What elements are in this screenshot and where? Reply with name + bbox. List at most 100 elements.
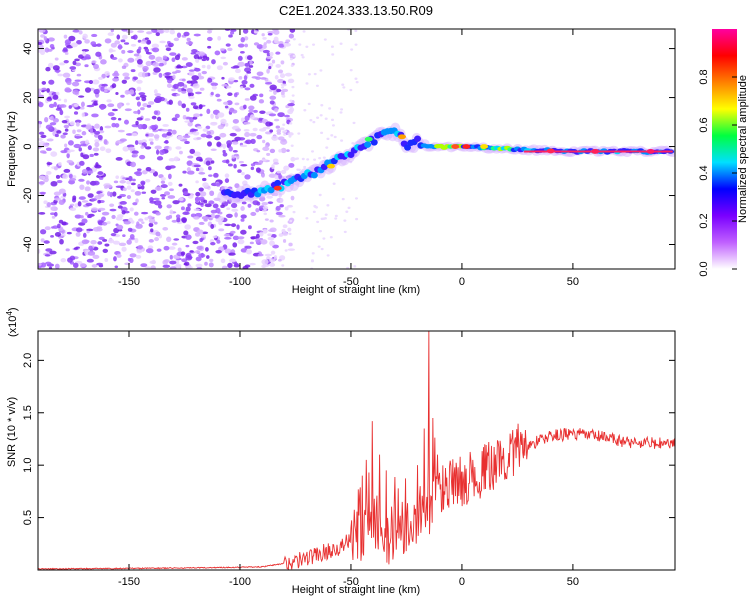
noise-speck	[188, 170, 195, 175]
noise-speck	[267, 236, 275, 241]
noise-speck	[195, 91, 202, 95]
noise-speck	[306, 158, 310, 161]
noise-speck	[240, 218, 245, 222]
noise-speck	[266, 195, 273, 199]
noise-speck	[320, 104, 324, 107]
noise-speck	[237, 43, 245, 48]
noise-speck	[326, 254, 330, 257]
noise-speck	[132, 34, 138, 40]
noise-speck	[215, 207, 221, 214]
noise-speck	[289, 219, 293, 223]
noise-speck	[268, 113, 277, 117]
noise-speck	[220, 56, 227, 60]
noise-speck	[229, 258, 237, 263]
ridge-core	[364, 141, 372, 148]
noise-speck	[181, 258, 188, 263]
noise-speck	[156, 248, 162, 252]
noise-speck	[50, 212, 56, 216]
noise-speck	[157, 204, 163, 209]
noise-speck	[48, 62, 54, 69]
x-tick-label: 0	[459, 276, 465, 288]
noise-speck	[40, 238, 45, 243]
noise-speck	[136, 58, 143, 65]
noise-speck	[131, 150, 139, 155]
noise-speck	[140, 185, 145, 190]
noise-speck	[57, 98, 62, 102]
noise-speck	[169, 254, 173, 260]
noise-speck	[287, 78, 295, 84]
noise-speck	[292, 54, 296, 58]
noise-speck	[171, 242, 178, 246]
noise-speck	[269, 262, 276, 267]
noise-speck	[287, 227, 292, 232]
noise-speck	[262, 205, 269, 210]
noise-speck	[215, 182, 221, 187]
noise-speck	[152, 197, 160, 201]
noise-speck	[148, 138, 154, 142]
noise-speck	[210, 160, 215, 164]
noise-speck	[132, 76, 138, 80]
noise-speck	[213, 172, 219, 178]
noise-speck	[290, 144, 294, 147]
noise-speck	[185, 206, 191, 212]
noise-speck	[261, 158, 267, 162]
noise-speck	[224, 173, 230, 178]
noise-speck	[78, 54, 85, 59]
noise-speck	[199, 113, 203, 117]
noise-speck	[151, 115, 157, 120]
noise-speck	[44, 254, 51, 257]
noise-speck	[109, 49, 116, 53]
snr-y-ticks: 0.5 1.0 1.5 2.0	[22, 353, 675, 525]
noise-speck	[279, 127, 285, 131]
noise-speck	[163, 191, 171, 196]
noise-speck	[273, 162, 280, 165]
noise-speck	[289, 122, 293, 125]
spectrogram-y-axis-label: Frequency (Hz)	[6, 111, 18, 187]
noise-speck	[121, 49, 126, 54]
noise-speck	[244, 174, 251, 180]
ridge-core	[414, 135, 422, 142]
noise-speck	[160, 184, 168, 189]
y-tick-label: -20	[22, 188, 34, 204]
noise-speck	[115, 216, 123, 221]
noise-speck	[86, 104, 95, 108]
noise-speck	[208, 262, 214, 268]
noise-speck	[144, 266, 152, 269]
noise-speck	[80, 143, 87, 147]
noise-speck	[44, 174, 49, 180]
noise-speck	[84, 87, 92, 93]
noise-speck	[269, 219, 274, 223]
noise-speck	[241, 79, 248, 85]
noise-speck	[119, 138, 127, 142]
noise-speck	[244, 67, 252, 73]
noise-speck	[58, 161, 62, 167]
y-tick-label: 0.5	[22, 510, 34, 525]
noise-speck	[150, 124, 157, 130]
noise-speck	[291, 85, 295, 89]
noise-speck	[74, 58, 80, 62]
noise-speck	[181, 90, 187, 94]
noise-speck	[54, 211, 58, 217]
noise-speck	[207, 45, 212, 49]
noise-speck	[237, 236, 245, 240]
colorbar-tick-label: 0.4	[698, 165, 710, 180]
noise-speck	[323, 217, 327, 220]
noise-speck	[318, 193, 322, 197]
noise-speck	[117, 44, 123, 50]
noise-speck	[313, 72, 317, 76]
noise-speck	[227, 163, 233, 167]
noise-speck	[244, 62, 251, 67]
noise-speck	[297, 132, 301, 135]
noise-speck	[56, 130, 62, 134]
noise-speck	[277, 112, 285, 118]
noise-speck	[233, 79, 239, 83]
noise-speck	[250, 236, 258, 240]
noise-speck	[138, 46, 142, 51]
noise-speck	[134, 237, 139, 244]
noise-speck	[151, 29, 158, 33]
noise-speck	[86, 258, 94, 263]
noise-speck	[86, 180, 91, 185]
noise-speck	[50, 181, 58, 187]
noise-speck	[69, 66, 77, 70]
noise-speck	[248, 64, 254, 68]
